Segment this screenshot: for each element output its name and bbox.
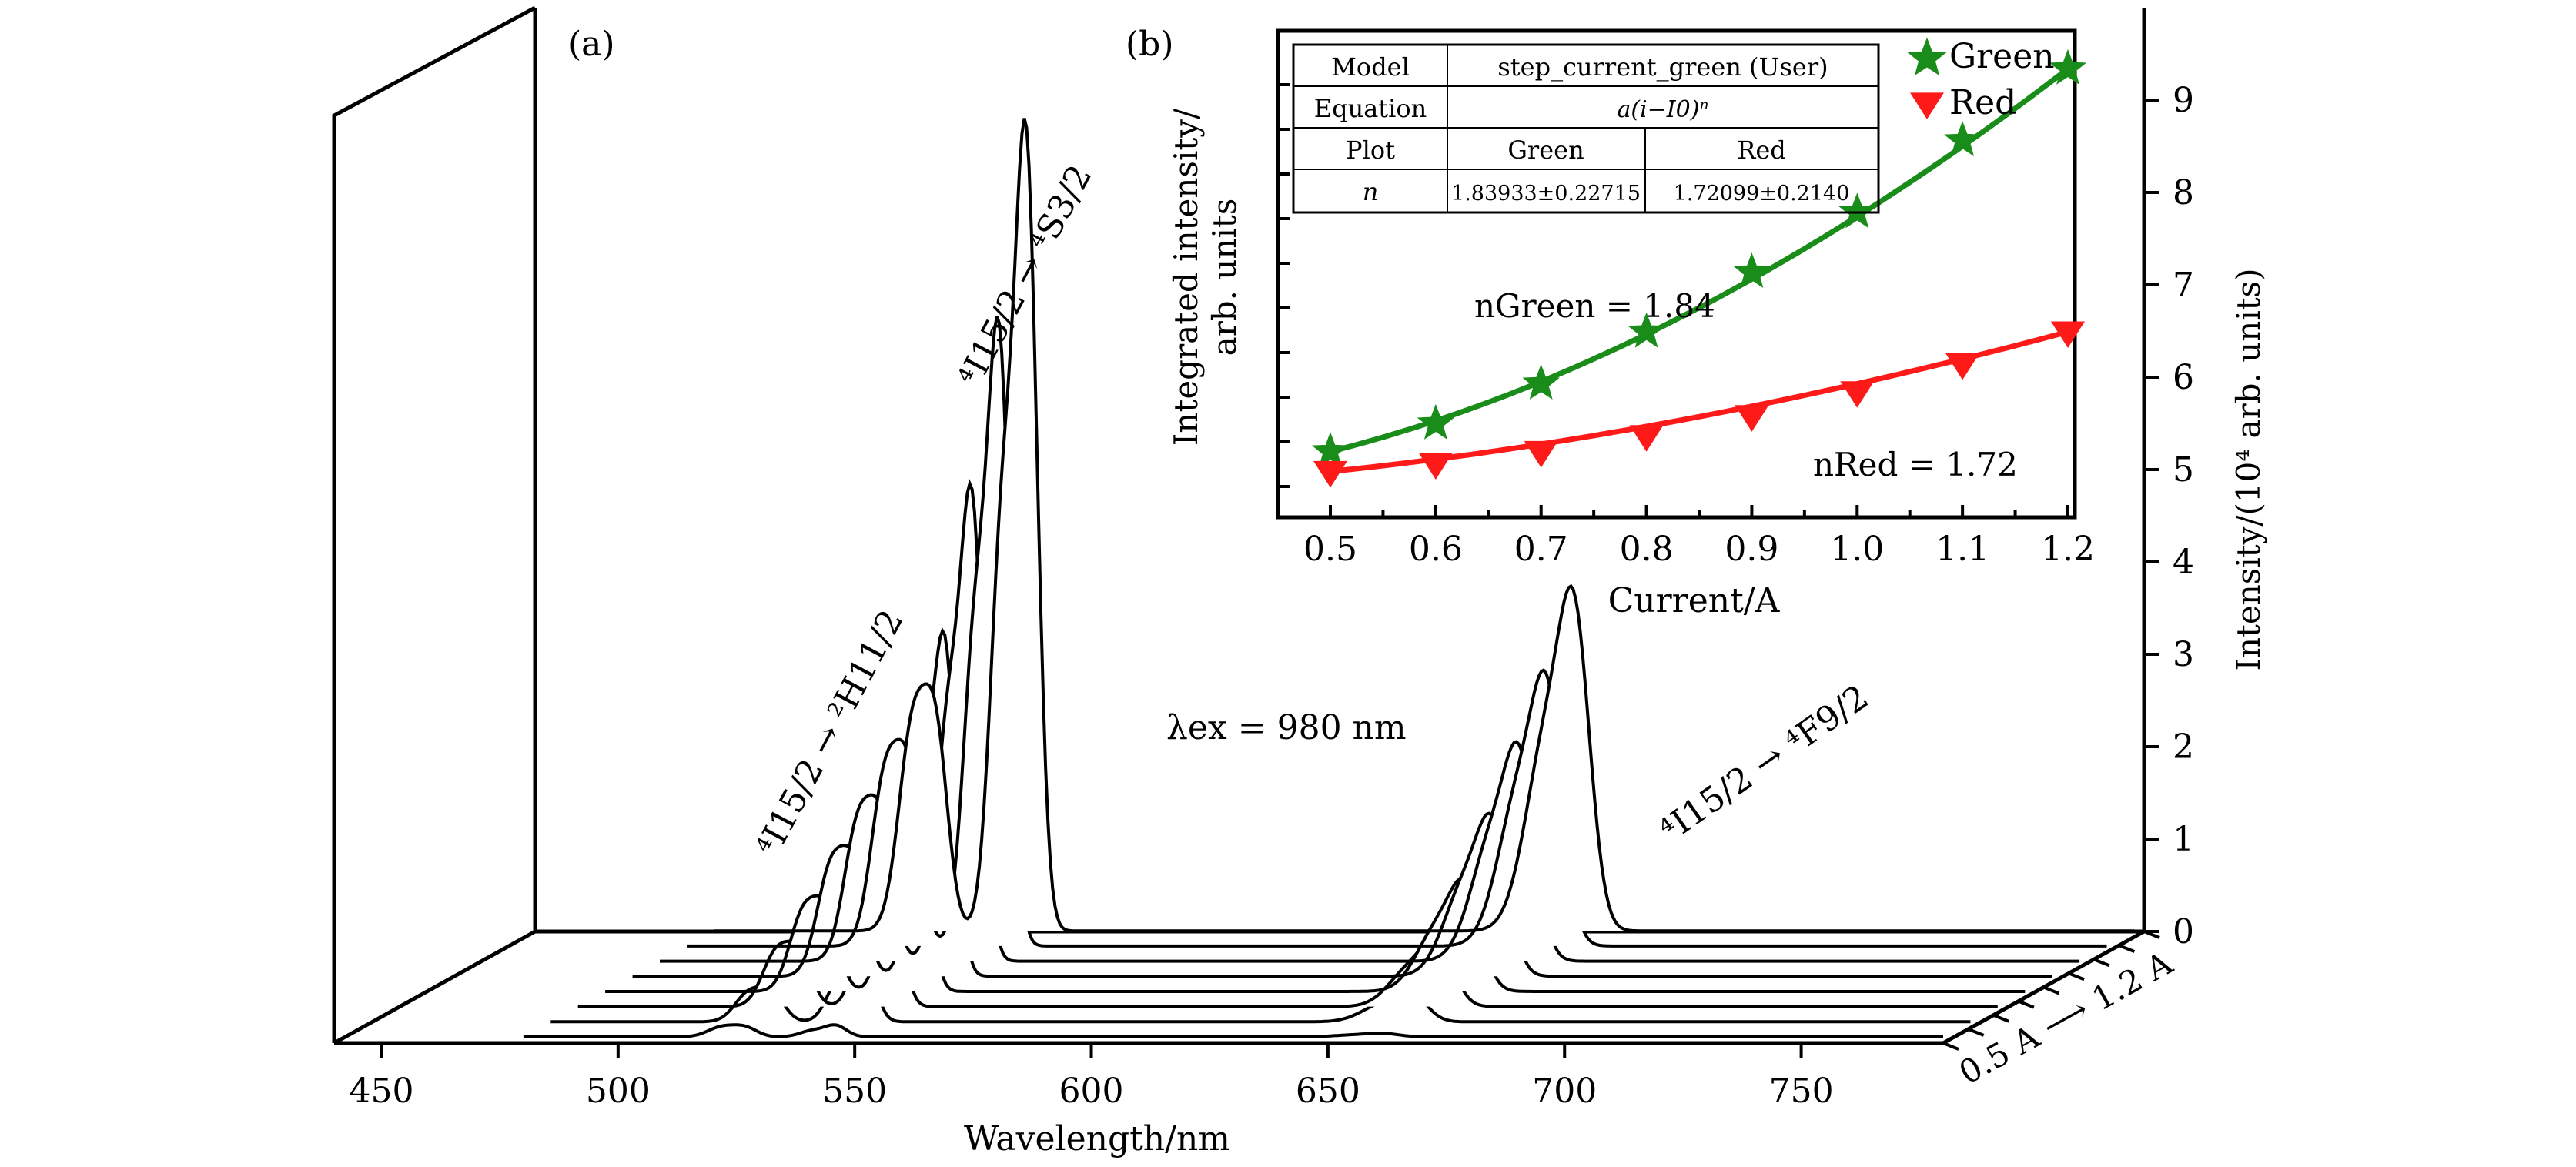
depth-axis [1942,930,2160,1051]
inset-x-tick-label: 1.1 [1935,530,1989,569]
spectrum-trace [550,938,1971,1024]
table-cell: Plot [1346,135,1395,165]
spectra-traces [523,118,2134,1038]
depth-tick [2143,930,2160,939]
intensity-axis: 0 1 2 3 4 5 6 7 8 9 [2144,81,2194,951]
table-cell: 1.72099±0.2140 [1674,182,1850,206]
red-data-point [1945,353,1980,380]
x-tick-label: 450 [349,1072,413,1111]
inset-xlabel: Current/A [1608,581,1781,620]
red-data-point [2051,321,2085,349]
inset-axes: 0.5 0.6 0.7 0.8 0.9 1.0 1.1 1.2 [1276,83,2095,569]
inset-x-tick-label: 0.7 [1514,530,1568,569]
depth-tick [2068,971,2085,981]
trace-fill [523,1025,1943,1037]
green-data-point [1311,432,1350,468]
depth-tick [2018,999,2035,1009]
red-data-point [1629,425,1664,452]
inset-x-tick-label: 0.5 [1303,530,1357,569]
inset-x-tick-label: 1.2 [2041,530,2095,569]
depth-tick [2042,985,2060,995]
table-cell: Green [1507,135,1584,165]
y-tick-label: 5 [2173,450,2194,490]
y-tick-label: 6 [2173,358,2194,397]
legend-triangle-shape [1910,92,1944,119]
legend-green-star [1906,37,1948,76]
spectrum-trace [523,1023,1943,1038]
depth-tick [1942,1042,1959,1051]
legend-green-label: Green [1949,37,2055,76]
x-tick-label: 550 [822,1072,887,1111]
table-cell: 1.83933±0.22715 [1451,182,1641,206]
wavelength-axis: 450 500 550 600 650 700 750 [349,1043,1834,1111]
n-red-label: nRed = 1.72 [1813,446,2018,483]
inset-plot [1311,48,2087,488]
depth-tick [2118,944,2136,953]
table-cell: Red [1737,135,1786,165]
annotation-f92: ⁴I15/2 → ⁴F9/2 [1653,677,1875,850]
inset-x-tick-label: 0.9 [1725,530,1778,569]
panel-a-label: (a) [568,25,615,64]
fit-curve-green [1330,66,2070,454]
inset-ylabel: Integrated intensity/ [1167,108,1205,446]
green-data-point [1628,312,1665,348]
panel-b-label: (b) [1126,25,1174,64]
green-data-point [1838,192,1876,229]
inset-x-tick-label: 0.6 [1409,530,1463,569]
depth-tick [2093,958,2110,968]
y-tick-label: 3 [2173,635,2194,674]
red-data-point [1735,405,1769,432]
y-tick-label: 0 [2173,912,2194,951]
y-tick-label: 7 [2173,266,2194,305]
fit-curve-red [1330,329,2069,474]
red-data-point [1840,381,1875,408]
green-data-point [1733,252,1771,289]
x-tick-label: 500 [586,1072,651,1111]
green-data-point [2049,48,2087,85]
x-tick-label: 650 [1296,1072,1360,1111]
excitation-label: λex = 980 nm [1166,708,1407,747]
y-tick-label: 2 [2173,727,2194,767]
y-tick-label: 8 [2173,173,2194,212]
red-data-point [1418,453,1453,480]
x-tick-label: 700 [1532,1072,1597,1111]
green-data-point [1943,121,1982,157]
y-tick-label: 4 [2173,543,2194,582]
inset-frame [1276,28,2077,520]
inset-x-tick-label: 0.8 [1620,530,1674,569]
table-cell: Model [1331,52,1410,82]
table-cell: a(i−I0)ⁿ [1617,96,1708,123]
x-tick-label: 750 [1769,1072,1834,1111]
red-data-point [1313,460,1347,488]
red-data-point [1524,440,1558,468]
depth-tick [1992,1013,2009,1023]
y-tick-label: 1 [2173,820,2194,859]
legend-star-shape [1906,37,1948,76]
legend: Green Red [1906,37,2055,122]
x-tick-label: 600 [1059,1072,1124,1111]
fit-table: Model step_current_green (User) Equation… [1292,43,1880,214]
legend-red-triangle [1910,92,1944,119]
ylabel-intensity: Intensity/(10⁴ arb. units) [2230,268,2267,670]
green-data-point [1522,364,1560,400]
legend-red-label: Red [1949,83,2016,122]
xlabel-wavelength: Wavelength/nm [964,1119,1230,1159]
spectrum-trace [714,118,2134,933]
green-data-point [1417,403,1455,440]
inset-ylabel-unit: arb. units [1206,199,1243,356]
y-tick-label: 9 [2173,81,2194,120]
n-green-label: nGreen = 1.84 [1474,287,1715,325]
table-cell: n [1363,177,1379,206]
table-cell: step_current_green (User) [1497,52,1828,82]
inset-x-tick-label: 1.0 [1830,530,1884,569]
depth-tick [1967,1028,1985,1037]
table-cell: Equation [1314,94,1427,123]
